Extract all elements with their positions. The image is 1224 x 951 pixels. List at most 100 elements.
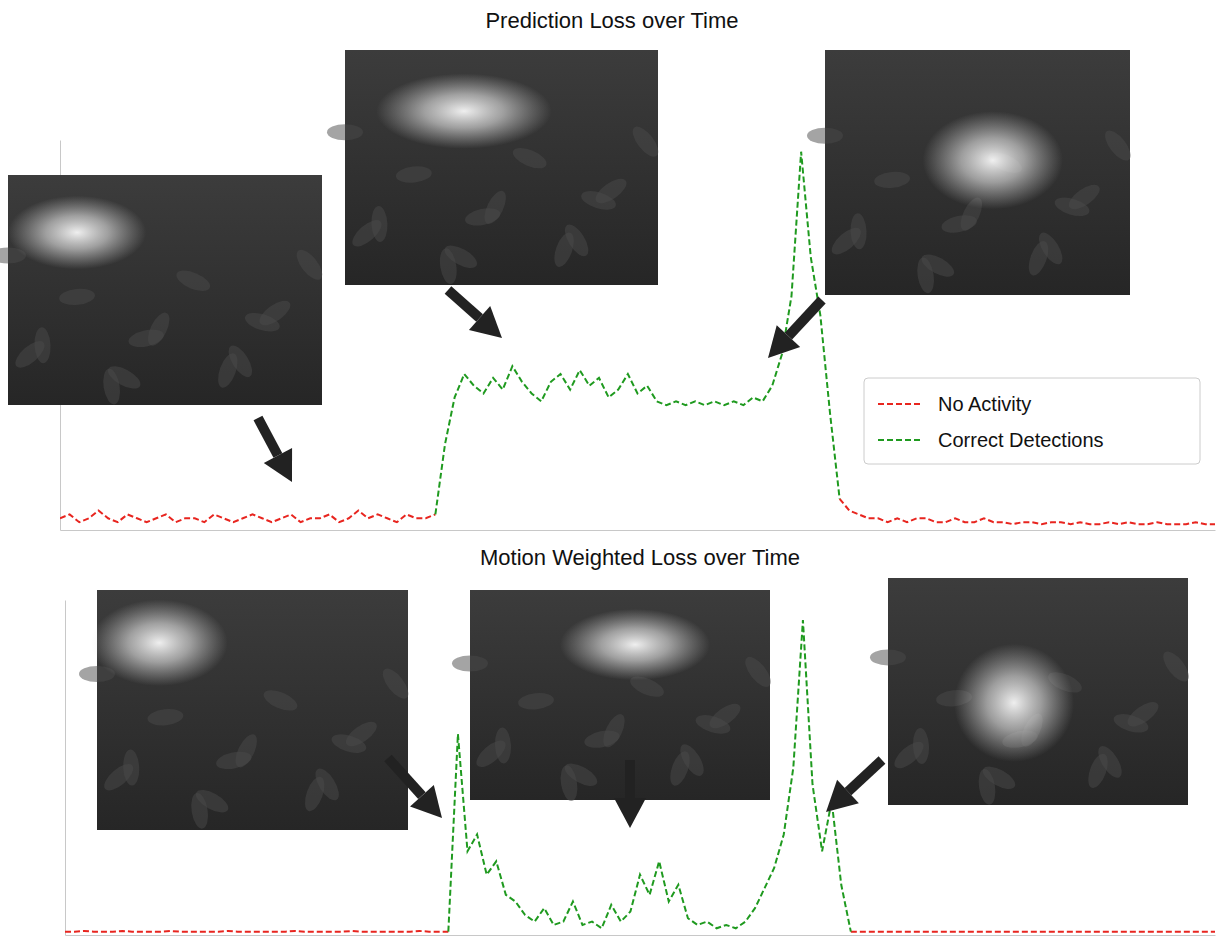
photo-texture bbox=[11, 337, 49, 373]
photo-texture bbox=[147, 707, 184, 727]
legend-swatch bbox=[878, 403, 922, 405]
panel: Motion Weighted Loss over Time bbox=[65, 545, 1216, 936]
arrow-shaft bbox=[258, 418, 278, 456]
photo-highlight bbox=[8, 196, 146, 270]
photo-texture bbox=[583, 728, 622, 751]
photo-texture bbox=[550, 230, 577, 269]
photo-texture bbox=[915, 256, 936, 294]
photo-texture bbox=[1052, 194, 1091, 220]
legend: No ActivityCorrect Detections bbox=[864, 378, 1200, 464]
photo-texture bbox=[1025, 239, 1052, 278]
photo-texture bbox=[348, 215, 386, 251]
photo-texture bbox=[261, 686, 300, 715]
legend-box bbox=[864, 378, 1200, 464]
photo-frame bbox=[345, 50, 658, 285]
x-axis bbox=[66, 935, 1216, 936]
photo-texture bbox=[890, 737, 928, 773]
photo-texture bbox=[174, 266, 213, 295]
series-line bbox=[60, 499, 1215, 524]
photo-texture bbox=[741, 653, 776, 691]
photo-frame bbox=[825, 50, 1130, 295]
photo-frame bbox=[888, 578, 1188, 805]
chart-title: Prediction Loss over Time bbox=[485, 8, 738, 33]
photo-texture bbox=[1084, 751, 1111, 790]
series-line bbox=[435, 152, 839, 515]
photo-texture bbox=[828, 223, 866, 259]
photo-texture bbox=[873, 170, 910, 190]
photo-texture bbox=[327, 124, 363, 140]
photo-texture bbox=[1100, 126, 1135, 164]
y-axis bbox=[65, 601, 66, 936]
photo-texture bbox=[517, 691, 554, 711]
photo-texture bbox=[463, 205, 502, 228]
legend-label: No Activity bbox=[938, 393, 1031, 415]
photo-texture bbox=[472, 736, 510, 772]
photo-texture bbox=[976, 768, 997, 806]
photo-highlight bbox=[376, 74, 551, 149]
arrow bbox=[826, 760, 882, 812]
arrow bbox=[388, 758, 442, 818]
panel: Prediction Loss over Time No ActivityCorr… bbox=[0, 8, 1216, 531]
photo-texture bbox=[243, 309, 282, 335]
arrow-shaft bbox=[788, 300, 822, 336]
photo-texture bbox=[214, 351, 241, 390]
x-axis bbox=[61, 530, 1216, 531]
photo-texture bbox=[101, 368, 122, 406]
photo-texture bbox=[438, 247, 459, 285]
axis-line bbox=[65, 601, 66, 936]
chart-title: Motion Weighted Loss over Time bbox=[480, 545, 800, 570]
photo-texture bbox=[452, 656, 488, 672]
arrow bbox=[448, 290, 502, 338]
photo-texture bbox=[292, 246, 327, 284]
arrow-shaft bbox=[848, 760, 882, 792]
photo-texture bbox=[215, 749, 254, 772]
photo-highlight bbox=[91, 600, 228, 686]
figure: Prediction Loss over Time No ActivityCorr… bbox=[0, 0, 1224, 951]
photo bbox=[452, 590, 775, 802]
photo-texture bbox=[100, 759, 138, 795]
photo-texture bbox=[127, 327, 166, 350]
photo-texture bbox=[1159, 647, 1194, 685]
photo bbox=[807, 50, 1135, 295]
photo-texture bbox=[301, 774, 328, 813]
photo bbox=[327, 50, 663, 285]
arrow-head bbox=[614, 798, 646, 828]
photo-highlight bbox=[560, 609, 710, 680]
arrow-head bbox=[768, 325, 800, 358]
photo-texture bbox=[189, 792, 210, 830]
photo bbox=[870, 578, 1193, 806]
axis-line bbox=[66, 935, 1216, 936]
arrow-shaft bbox=[448, 290, 480, 318]
photo-texture bbox=[1111, 710, 1150, 736]
plot-area bbox=[60, 152, 1215, 524]
photo-texture bbox=[579, 187, 618, 213]
arrow-head bbox=[826, 780, 859, 812]
photo-highlight bbox=[923, 111, 1063, 209]
photo-texture bbox=[58, 287, 95, 307]
photo-texture bbox=[510, 144, 549, 173]
photo-highlight bbox=[954, 644, 1074, 762]
photo-texture bbox=[378, 664, 413, 702]
series-line bbox=[448, 620, 851, 932]
arrow bbox=[258, 418, 292, 482]
photo-texture bbox=[807, 128, 843, 144]
photo-texture bbox=[940, 212, 979, 235]
legend-swatch bbox=[878, 439, 922, 441]
arrow bbox=[614, 760, 646, 828]
arrow-shaft bbox=[388, 758, 422, 796]
arrow bbox=[768, 300, 822, 358]
photo bbox=[0, 175, 327, 406]
arrow-head bbox=[469, 306, 502, 338]
photo bbox=[79, 590, 413, 830]
axis-line bbox=[61, 530, 1216, 531]
photo-texture bbox=[395, 165, 432, 185]
photo-texture bbox=[666, 749, 693, 788]
arrow-shaft bbox=[625, 760, 635, 798]
plot-area bbox=[65, 620, 1215, 932]
photo-frame bbox=[470, 590, 770, 800]
photo-texture bbox=[329, 731, 368, 757]
arrow-head bbox=[264, 448, 292, 482]
series-line bbox=[65, 930, 1215, 933]
photo-texture bbox=[693, 711, 732, 737]
photo-texture bbox=[870, 649, 906, 665]
